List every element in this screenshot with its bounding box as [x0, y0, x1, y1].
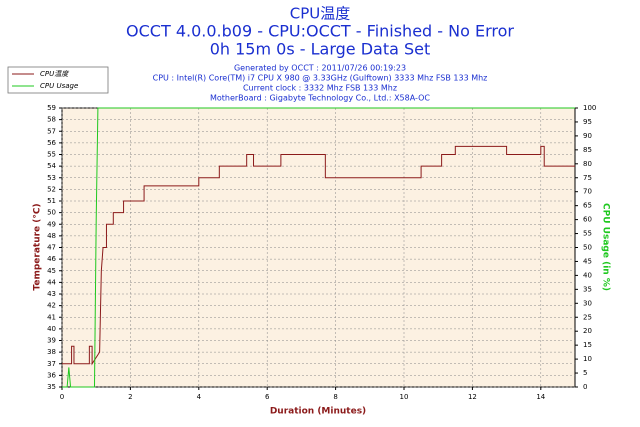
x-tick-label: 4: [197, 393, 202, 401]
y2-tick-label: 50: [583, 244, 592, 252]
x-tick-label: 12: [468, 393, 477, 401]
y-tick-label: 48: [47, 232, 56, 240]
y2-tick-label: 65: [583, 202, 592, 210]
y-tick-label: 50: [47, 209, 56, 217]
y-tick-label: 40: [47, 325, 56, 333]
y2-tick-label: 25: [583, 313, 592, 321]
y-tick-label: 35: [47, 383, 56, 391]
info-line: CPU : Intel(R) Core(TM) i7 CPU X 980 @ 3…: [153, 74, 488, 83]
y2-tick-label: 60: [583, 216, 592, 224]
y2-tick-label: 0: [583, 383, 587, 391]
legend-label: CPU Usage: [40, 82, 78, 90]
y-tick-label: 52: [47, 185, 56, 193]
x-tick-label: 10: [400, 393, 409, 401]
y2-tick-label: 15: [583, 341, 592, 349]
y-axis-label: Temperature (°C): [33, 203, 43, 290]
x-axis-label: Duration (Minutes): [270, 407, 366, 417]
chart-subtitle: OCCT 4.0.0.b09 - CPU:OCCT - Finished - N…: [126, 22, 514, 41]
y-tick-label: 47: [47, 244, 56, 252]
y-tick-label: 55: [47, 151, 56, 159]
y-tick-label: 49: [47, 220, 56, 228]
y-tick-label: 54: [47, 162, 56, 170]
y-tick-label: 53: [47, 174, 56, 182]
info-line: Generated by OCCT : 2011/07/26 00:19:23: [234, 64, 406, 73]
y-tick-label: 37: [47, 360, 56, 368]
chart-subtitle: 0h 15m 0s - Large Data Set: [210, 40, 431, 59]
y-tick-label: 39: [47, 337, 56, 345]
y-tick-label: 45: [47, 267, 56, 275]
y-tick-label: 56: [47, 139, 56, 147]
y-tick-label: 58: [47, 116, 56, 124]
y2-tick-label: 85: [583, 146, 592, 154]
y2-tick-label: 5: [583, 369, 587, 377]
y2-tick-label: 45: [583, 257, 592, 265]
y2-tick-label: 40: [583, 271, 592, 279]
x-tick-label: 2: [128, 393, 132, 401]
y2-tick-label: 95: [583, 118, 592, 126]
info-line: Current clock : 3332 Mhz FSB 133 Mhz: [243, 84, 397, 93]
y-tick-label: 43: [47, 290, 56, 298]
x-tick-label: 6: [265, 393, 270, 401]
y2-tick-label: 70: [583, 188, 592, 196]
y2-tick-label: 20: [583, 327, 592, 335]
y2-tick-label: 90: [583, 132, 592, 140]
x-tick-label: 0: [60, 393, 64, 401]
y2-axis-label: CPU Usage (in %): [601, 203, 611, 291]
y-tick-label: 41: [47, 313, 56, 321]
y-tick-label: 59: [47, 104, 56, 112]
x-tick-label: 14: [536, 393, 545, 401]
legend-label: CPU温度: [40, 70, 69, 78]
y2-tick-label: 100: [583, 104, 596, 112]
y-tick-label: 36: [47, 371, 56, 379]
y2-tick-label: 80: [583, 160, 592, 168]
info-line: MotherBoard : Gigabyte Technology Co., L…: [210, 94, 430, 103]
y-tick-label: 46: [47, 255, 56, 263]
y2-tick-label: 55: [583, 230, 592, 238]
y2-tick-label: 35: [583, 285, 592, 293]
y-tick-label: 44: [47, 278, 56, 286]
chart-title: CPU温度: [290, 5, 351, 23]
legend-box: [7, 66, 109, 94]
y-tick-label: 42: [47, 302, 56, 310]
y2-tick-label: 10: [583, 355, 592, 363]
x-tick-label: 8: [333, 393, 337, 401]
y-tick-label: 51: [47, 197, 56, 205]
y2-tick-label: 30: [583, 299, 592, 307]
y-tick-label: 57: [47, 127, 56, 135]
data-line: [62, 145, 575, 366]
y2-tick-label: 75: [583, 174, 592, 182]
data-line: [62, 107, 575, 388]
y-tick-label: 38: [47, 348, 56, 356]
